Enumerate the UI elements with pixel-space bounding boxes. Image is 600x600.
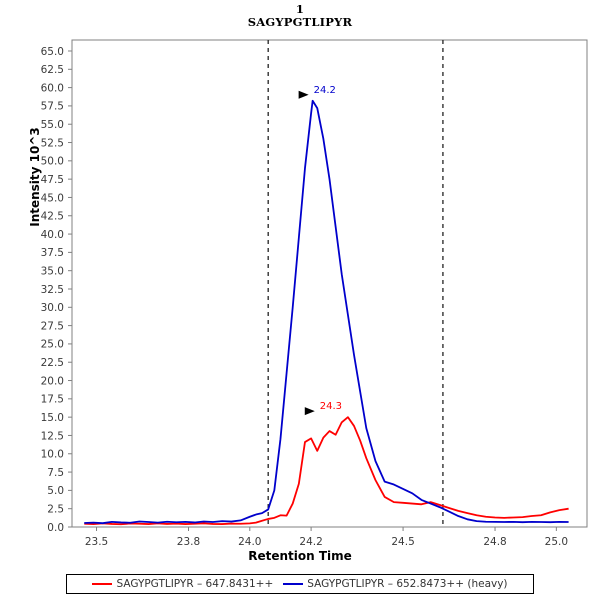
- peak-marker-triangle-icon: [298, 90, 309, 99]
- y-tick-label: 17.5: [41, 394, 64, 406]
- chart-subtitle: SAGYPGTLIPYR: [247, 15, 353, 29]
- legend-label-light: SAGYPGTLIPYR – 647.8431++: [116, 578, 274, 590]
- peak-label: 24.2: [314, 85, 336, 96]
- y-tick-label: 30.0: [41, 302, 64, 314]
- series-line-light[interactable]: [84, 416, 569, 526]
- legend-swatch-heavy-icon: [283, 583, 304, 585]
- y-tick-label: 35.0: [41, 265, 64, 277]
- y-tick-label: 27.5: [41, 320, 64, 332]
- y-tick-label: 42.5: [41, 211, 64, 223]
- y-tick-label: 2.5: [47, 503, 64, 515]
- y-tick-label: 52.5: [41, 137, 64, 149]
- y-tick-label: 22.5: [41, 357, 64, 369]
- legend: SAGYPGTLIPYR – 647.8431++ SAGYPGTLIPYR –…: [66, 574, 534, 594]
- peak-marker-triangle-icon: [304, 407, 315, 416]
- x-tick-label: 24.0: [238, 536, 261, 548]
- x-tick-label: 23.8: [177, 536, 200, 548]
- legend-item-light[interactable]: SAGYPGTLIPYR – 647.8431++: [92, 578, 273, 590]
- y-tick-label: 47.5: [41, 174, 64, 186]
- y-tick-label: 12.5: [41, 430, 64, 442]
- y-axis-label: Intensity 10^3: [28, 127, 42, 227]
- y-tick-label: 5.0: [47, 485, 64, 497]
- y-tick-label: 60.0: [41, 82, 64, 94]
- y-tick-label: 25.0: [41, 339, 64, 351]
- legend-item-heavy[interactable]: SAGYPGTLIPYR – 652.8473++ (heavy): [283, 578, 508, 590]
- x-tick-label: 23.5: [85, 536, 108, 548]
- x-tick-label: 25.0: [545, 536, 568, 548]
- y-tick-label: 0.0: [47, 522, 64, 534]
- y-tick-label: 10.0: [41, 449, 64, 461]
- plot-frame: [71, 39, 588, 528]
- legend-label-heavy: SAGYPGTLIPYR – 652.8473++ (heavy): [307, 578, 508, 590]
- legend-swatch-light-icon: [92, 583, 113, 585]
- x-tick-label: 24.8: [483, 536, 506, 548]
- y-tick-label: 20.0: [41, 375, 64, 387]
- y-tick-label: 15.0: [41, 412, 64, 424]
- y-tick-label: 7.5: [47, 467, 64, 479]
- x-axis-label: Retention Time: [248, 549, 352, 563]
- y-tick-label: 32.5: [41, 284, 64, 296]
- x-tick-label: 24.5: [391, 536, 414, 548]
- y-tick-label: 45.0: [41, 192, 64, 204]
- y-tick-label: 40.0: [41, 229, 64, 241]
- y-tick-label: 62.5: [41, 64, 64, 76]
- y-tick-label: 65.0: [41, 46, 64, 58]
- y-tick-label: 50.0: [41, 156, 64, 168]
- x-tick-label: 24.2: [299, 536, 322, 548]
- series-line-heavy[interactable]: [84, 99, 569, 525]
- peak-label: 24.3: [320, 401, 342, 412]
- y-tick-label: 55.0: [41, 119, 64, 131]
- y-tick-label: 37.5: [41, 247, 64, 259]
- chart-title: 1: [295, 2, 305, 16]
- y-tick-label: 57.5: [41, 101, 64, 113]
